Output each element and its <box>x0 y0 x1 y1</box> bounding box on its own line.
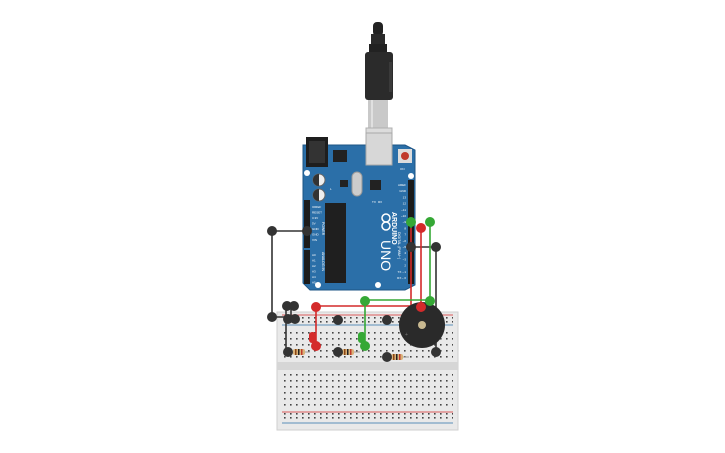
endpoint-dot[interactable] <box>382 315 392 325</box>
model-text: UNO <box>378 240 394 271</box>
pin-label: ~3 <box>403 257 407 261</box>
endpoint-dot[interactable] <box>311 341 321 351</box>
digital-section-label: DIGITAL (PWM~) <box>397 232 401 259</box>
endpoint-dot[interactable] <box>267 226 277 236</box>
pin-label: ~5 <box>403 245 407 249</box>
endpoint-dot[interactable] <box>360 296 370 306</box>
pin-label: RESET <box>312 211 322 215</box>
pin-label: TX→1 <box>397 270 406 274</box>
pin-label: RX←0 <box>397 276 406 280</box>
pin-label: ~10 <box>401 214 406 218</box>
pin-label: AREF <box>398 183 406 187</box>
pin-label: GND <box>399 189 407 193</box>
endpoint-dot[interactable] <box>382 352 392 362</box>
endpoint-dot[interactable] <box>289 301 299 311</box>
pin-label: A5 <box>312 281 316 285</box>
pin-label: 4 <box>404 251 406 255</box>
rx-label: RX <box>378 200 382 204</box>
endpoint-dot[interactable] <box>282 301 292 311</box>
pin-label: 3.3V <box>312 216 318 220</box>
analog-header <box>304 250 310 284</box>
endpoint-dot[interactable] <box>267 312 277 322</box>
svg-text:+: + <box>405 332 408 338</box>
endpoint-dot[interactable] <box>406 242 416 252</box>
pin-label: A2 <box>312 264 316 268</box>
usb-port <box>365 132 393 166</box>
pin-label: 7 <box>404 233 406 237</box>
endpoint-dot[interactable] <box>431 242 441 252</box>
pin-label: 8 <box>404 226 406 230</box>
resistor-3[interactable] <box>387 354 409 360</box>
endpoint-dot[interactable] <box>311 302 321 312</box>
pin-label: 12 <box>403 202 407 206</box>
atmega-chip <box>325 203 346 283</box>
arduino-uno-board[interactable]: ARDUINO UNO DIGITAL (PWM~) ANALOG IN POW… <box>302 132 416 291</box>
endpoint-dot[interactable] <box>283 347 293 357</box>
resistor-2[interactable] <box>338 349 360 355</box>
pin-label: 2 <box>404 264 406 268</box>
red-led-wire[interactable] <box>315 228 422 346</box>
red-led[interactable] <box>309 332 316 343</box>
endpoint-dot[interactable] <box>425 296 435 306</box>
green-led-wire[interactable] <box>364 221 431 346</box>
pin-label: A4 <box>312 275 316 279</box>
endpoint-dot[interactable] <box>416 302 426 312</box>
endpoint-dot[interactable] <box>283 314 293 324</box>
pin-label: ~11 <box>401 208 406 212</box>
on-label: ON <box>400 167 405 171</box>
pin-label: VIN <box>312 238 317 242</box>
digital-pin-labels: AREF GND 13 12 ~11 ~10 ~9 8 7 ~6 ~5 4 ~3 2 TX→1 RX←0 <box>397 183 407 280</box>
brand-text: ARDUINO <box>390 212 397 245</box>
piezo-buzzer[interactable]: + <box>399 302 445 348</box>
endpoint-dot[interactable] <box>333 315 343 325</box>
endpoint-dot[interactable] <box>425 217 435 227</box>
power-section-label: POWER <box>321 222 325 236</box>
pin-label: 13 <box>403 195 407 199</box>
pin-label: 5V <box>312 222 316 226</box>
pin-label: GND <box>312 227 320 231</box>
pin-label: IOREF <box>312 205 321 209</box>
pin-label: A3 <box>312 270 316 274</box>
endpoint-dot[interactable] <box>360 341 370 351</box>
pin-label: A0 <box>312 253 316 257</box>
endpoint-dot[interactable] <box>431 347 441 357</box>
ground-wire[interactable] <box>271 230 307 318</box>
tx-label: TX <box>372 200 376 204</box>
pin-label: A1 <box>312 259 316 263</box>
endpoint-dot[interactable] <box>416 223 426 233</box>
analog-section-label: ANALOG IN <box>321 252 325 272</box>
connection-points <box>267 217 441 362</box>
infinity-logo-icon <box>381 213 391 231</box>
pin-label: GND <box>312 233 320 237</box>
endpoint-dot[interactable] <box>406 217 416 227</box>
endpoint-dot[interactable] <box>333 347 343 357</box>
green-led[interactable] <box>358 332 365 343</box>
pin-label: ~9 <box>403 220 407 224</box>
l-label: L <box>330 187 332 191</box>
pin-label: ~6 <box>403 239 407 243</box>
endpoint-dot[interactable] <box>302 226 312 236</box>
power-header <box>304 200 310 248</box>
endpoint-dot[interactable] <box>290 314 300 324</box>
